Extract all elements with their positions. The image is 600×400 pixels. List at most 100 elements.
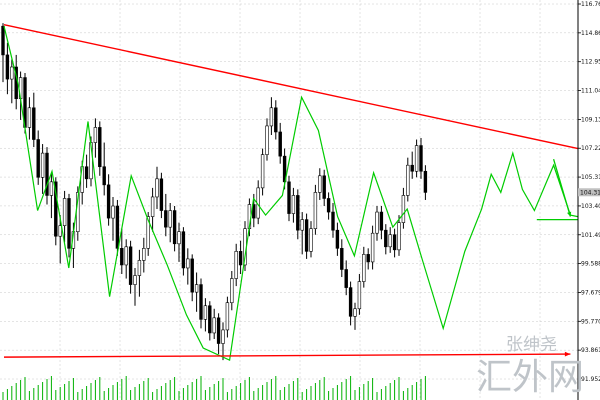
y-tick-label: 91.952 — [581, 376, 600, 383]
candle-body — [397, 222, 401, 251]
candle-body — [62, 198, 67, 226]
candle-body — [84, 166, 89, 180]
candle-body — [318, 175, 322, 193]
candle-body — [265, 125, 269, 155]
candle-body — [423, 170, 428, 193]
candle-body — [32, 107, 36, 140]
axis-background — [578, 0, 600, 400]
candle-body — [40, 152, 45, 178]
candle-body — [102, 166, 106, 186]
y-tick-label: 103.406 — [581, 203, 600, 210]
candle-body — [146, 216, 150, 249]
candle-body — [155, 178, 159, 198]
candle-body — [115, 205, 120, 249]
candle-body — [5, 54, 10, 80]
candle-body — [300, 219, 304, 231]
candle-body — [54, 181, 58, 237]
candle-body — [291, 195, 296, 214]
candle-body — [287, 181, 291, 214]
candle-body — [27, 107, 32, 128]
candle-body — [344, 269, 348, 288]
candle-body — [419, 145, 423, 172]
candle-body — [58, 225, 62, 237]
candle-body — [164, 210, 168, 228]
candle-body — [67, 198, 71, 249]
candle-body — [150, 196, 155, 217]
candle-body — [186, 258, 190, 269]
candle-body — [392, 234, 397, 251]
candle-body — [208, 305, 212, 334]
y-tick-label: 111.042 — [581, 88, 600, 95]
candle-body — [172, 210, 177, 245]
grid — [0, 0, 578, 400]
candle-body — [274, 107, 278, 133]
candle-body — [181, 231, 186, 269]
candle-body — [1, 25, 5, 56]
candle-body — [190, 258, 194, 293]
candle-body — [234, 251, 238, 279]
projection-line — [552, 158, 572, 217]
y-tick-label: 107.224 — [581, 145, 600, 152]
trendline-arrowhead — [564, 351, 571, 357]
candle-body — [168, 210, 172, 228]
candle-body — [49, 181, 54, 196]
candle-body — [137, 260, 142, 276]
candle-body — [335, 229, 340, 249]
candle-body — [133, 275, 137, 285]
watermark-author: 张绅尧 — [506, 335, 557, 355]
zigzag-line — [3, 26, 593, 362]
volume-bars — [2, 376, 426, 400]
candle-body — [260, 154, 265, 189]
y-tick-label: 112.951 — [581, 59, 600, 66]
candle-body — [296, 195, 300, 231]
candlesticks — [1, 23, 428, 361]
candle-body — [269, 107, 274, 127]
y-tick-label: 101.497 — [581, 232, 600, 239]
y-tick-label: 99.588 — [581, 261, 600, 268]
y-tick-label: 93.861 — [581, 347, 600, 354]
y-tick-label: 116.769 — [581, 1, 600, 8]
candle-body — [106, 184, 111, 219]
candle-body — [194, 284, 199, 293]
candle-body — [357, 281, 362, 310]
candle-body — [278, 131, 282, 157]
candle-body — [362, 254, 366, 282]
candle-body — [230, 278, 234, 304]
y-tick-label: 95.770 — [581, 318, 600, 325]
candle-body — [225, 302, 230, 331]
candle-body — [199, 284, 203, 320]
candle-body — [379, 211, 384, 231]
candle-body — [309, 228, 313, 252]
candle-body — [313, 192, 318, 229]
candle-body — [124, 246, 128, 266]
trendline-resistance — [3, 24, 593, 153]
price-axis: 116.769 114.860 112.951 111.042 109.133 107.2… — [577, 0, 600, 400]
candle-body — [216, 317, 221, 344]
candle-body — [159, 178, 164, 211]
candle-body — [326, 198, 331, 213]
candle-body — [177, 231, 181, 245]
candle-body — [353, 308, 357, 317]
y-tick-label: 105.315 — [581, 174, 600, 181]
candle-body — [128, 246, 133, 285]
candle-body — [36, 139, 40, 178]
candle-body — [252, 204, 256, 219]
candle-body — [414, 145, 419, 172]
candle-body — [370, 232, 375, 263]
candle-body — [388, 234, 392, 248]
candle-body — [238, 251, 243, 266]
candle-body — [406, 164, 410, 196]
candle-body — [384, 229, 388, 248]
candle-body — [221, 329, 225, 344]
candle-body — [142, 248, 146, 261]
candle-body — [10, 66, 14, 80]
candle-body — [331, 211, 335, 231]
candle-body — [212, 317, 216, 334]
candle-body — [98, 127, 102, 168]
candle-body — [375, 211, 379, 234]
watermark: 张绅尧 汇外网 — [476, 335, 584, 398]
candle-body — [93, 127, 98, 143]
y-tick-label: 114.860 — [581, 30, 600, 37]
candle-body — [348, 287, 353, 317]
